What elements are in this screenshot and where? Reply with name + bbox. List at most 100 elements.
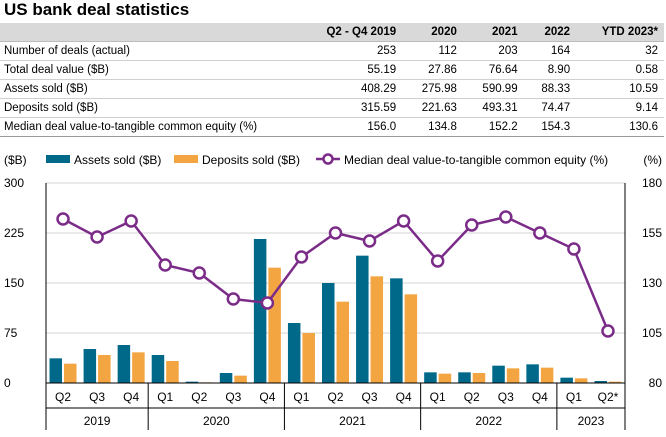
bar [151,355,165,383]
bar [336,301,349,383]
bar [458,372,471,383]
line-point [430,254,445,268]
quarter-tick-label: Q2 [191,390,207,404]
row-label: Total deal value ($B) [0,60,297,80]
table-cell: 32 [576,41,664,61]
legend-label: Deposits sold ($B) [202,153,300,167]
line-point [90,230,104,244]
table-row: Number of deals (actual) 253 112 203 164… [0,41,664,61]
table-header-cell: 2020 [402,23,463,42]
bar [492,365,505,383]
line-point [158,258,172,272]
row-label: Deposits sold ($B) [0,98,297,118]
bar [322,283,335,383]
table-cell: 10.59 [576,79,664,99]
line-point [192,266,207,280]
quarter-tick-label: Q1 [157,390,173,404]
line-point [260,296,275,310]
quarter-tick-label: Q2 [55,390,71,404]
page-title: US bank deal statistics [4,0,190,19]
bar [608,381,622,383]
bar [506,368,520,383]
table-row: Total deal value ($B) 55.19 27.86 76.64 … [0,60,664,80]
quarter-tick-label: Q1 [430,390,446,404]
line-point [56,212,70,226]
bar [390,278,403,383]
year-label: 2019 [84,414,111,428]
line-point [396,214,411,228]
table-cell: 154.3 [523,117,577,137]
table-header-cell: 2021 [462,23,524,42]
left-tick-label: 300 [4,176,24,190]
line-point [499,210,513,224]
bar [219,373,233,383]
bar [472,373,486,383]
table-cell: 152.2 [462,117,524,137]
table-cell: 112 [402,41,463,61]
bar [424,372,437,383]
bar [404,294,418,383]
bar [370,276,384,383]
table-header-cell: YTD 2023* [576,23,664,42]
table-cell: 156.0 [297,117,403,137]
bar [302,333,315,383]
right-tick-label: 80 [649,376,663,390]
table-row: Deposits sold ($B) 315.59 221.63 493.31 … [0,98,664,118]
bar [185,381,199,383]
year-label: 2023 [578,414,605,428]
bar [132,352,145,383]
year-label: 2020 [203,414,230,428]
quarter-tick-label: Q2* [598,390,619,404]
table-cell: 164 [523,41,577,61]
table-cell: 74.47 [523,98,577,118]
left-tick-label: 75 [4,326,18,340]
table-cell: 134.8 [402,117,463,137]
bar [574,378,588,383]
quarter-tick-label: Q4 [259,390,275,404]
bar [49,358,63,383]
row-label: Number of deals (actual) [0,41,297,61]
line-point [294,250,309,264]
table-cell: 9.14 [576,98,664,118]
quarter-tick-label: Q2 [327,390,343,404]
bar [594,381,607,383]
table-cell: 315.59 [297,98,403,118]
bar [234,375,247,383]
legend-label: Assets sold ($B) [74,153,161,167]
line-point [124,214,138,228]
quarter-tick-label: Q1 [293,390,309,404]
right-tick-label: 105 [642,326,662,340]
left-tick-label: 150 [4,276,24,290]
table-row: Median deal value-to-tangible common equ… [0,117,664,137]
table-cell: 0.58 [576,60,664,80]
deal-stats-table: Q2 - Q4 2019 2020 2021 2022 YTD 2023* Nu… [0,23,664,137]
quarter-tick-label: Q3 [498,390,514,404]
left-axis-unit: ($B) [4,153,27,167]
bar [64,363,77,383]
row-label: Median deal value-to-tangible common equ… [0,117,297,137]
row-label: Assets sold ($B) [0,79,297,99]
bar [540,367,554,383]
bar [166,361,179,383]
quarter-tick-label: Q3 [362,390,378,404]
line-point [362,234,377,248]
year-label: 2022 [475,414,502,428]
table-cell: 8.90 [523,60,577,80]
quarter-tick-label: Q4 [396,390,412,404]
legend-swatch [174,155,198,163]
quarter-tick-label: Q1 [566,390,582,404]
bar [268,267,281,383]
line-point [601,324,615,338]
quarter-tick-label: Q3 [225,390,241,404]
table-header-cell: Q2 - Q4 2019 [297,23,403,42]
line-point [567,242,581,256]
quarter-tick-label: Q4 [532,390,548,404]
line-point [533,226,547,240]
table-header-row: Q2 - Q4 2019 2020 2021 2022 YTD 2023* [0,23,664,42]
table-cell: 253 [297,41,403,61]
table-row: Assets sold ($B) 408.29 275.98 590.99 88… [0,79,664,99]
bar [98,355,111,383]
table-header-cell: 2022 [523,23,577,42]
bar [438,373,452,383]
